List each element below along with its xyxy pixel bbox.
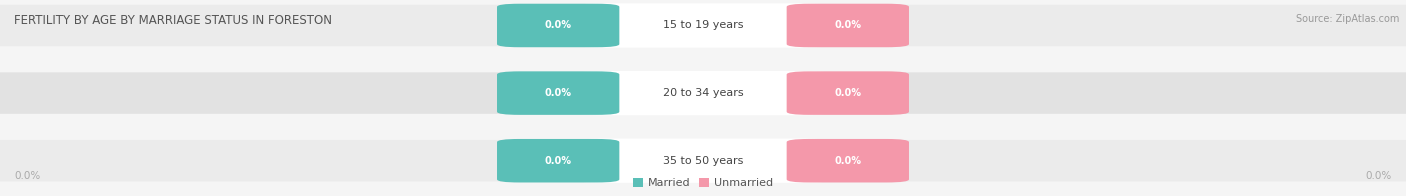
FancyBboxPatch shape <box>576 71 830 115</box>
Text: Source: ZipAtlas.com: Source: ZipAtlas.com <box>1295 14 1399 24</box>
Text: FERTILITY BY AGE BY MARRIAGE STATUS IN FORESTON: FERTILITY BY AGE BY MARRIAGE STATUS IN F… <box>14 14 332 27</box>
Legend: Married, Unmarried: Married, Unmarried <box>633 178 773 189</box>
Text: 0.0%: 0.0% <box>1365 171 1392 181</box>
Text: 0.0%: 0.0% <box>834 88 862 98</box>
FancyBboxPatch shape <box>576 3 830 48</box>
FancyBboxPatch shape <box>498 139 619 182</box>
FancyBboxPatch shape <box>0 140 1406 181</box>
Text: 0.0%: 0.0% <box>544 20 572 31</box>
FancyBboxPatch shape <box>0 5 1406 46</box>
Text: 20 to 34 years: 20 to 34 years <box>662 88 744 98</box>
Text: 0.0%: 0.0% <box>834 156 862 166</box>
Text: 0.0%: 0.0% <box>834 20 862 31</box>
Text: 35 to 50 years: 35 to 50 years <box>662 156 744 166</box>
FancyBboxPatch shape <box>0 72 1406 114</box>
FancyBboxPatch shape <box>576 139 830 183</box>
Text: 0.0%: 0.0% <box>14 171 41 181</box>
FancyBboxPatch shape <box>498 71 619 115</box>
FancyBboxPatch shape <box>787 71 908 115</box>
Text: 0.0%: 0.0% <box>544 88 572 98</box>
FancyBboxPatch shape <box>787 139 908 182</box>
FancyBboxPatch shape <box>787 4 908 47</box>
Text: 0.0%: 0.0% <box>544 156 572 166</box>
Text: 15 to 19 years: 15 to 19 years <box>662 20 744 31</box>
FancyBboxPatch shape <box>498 4 619 47</box>
